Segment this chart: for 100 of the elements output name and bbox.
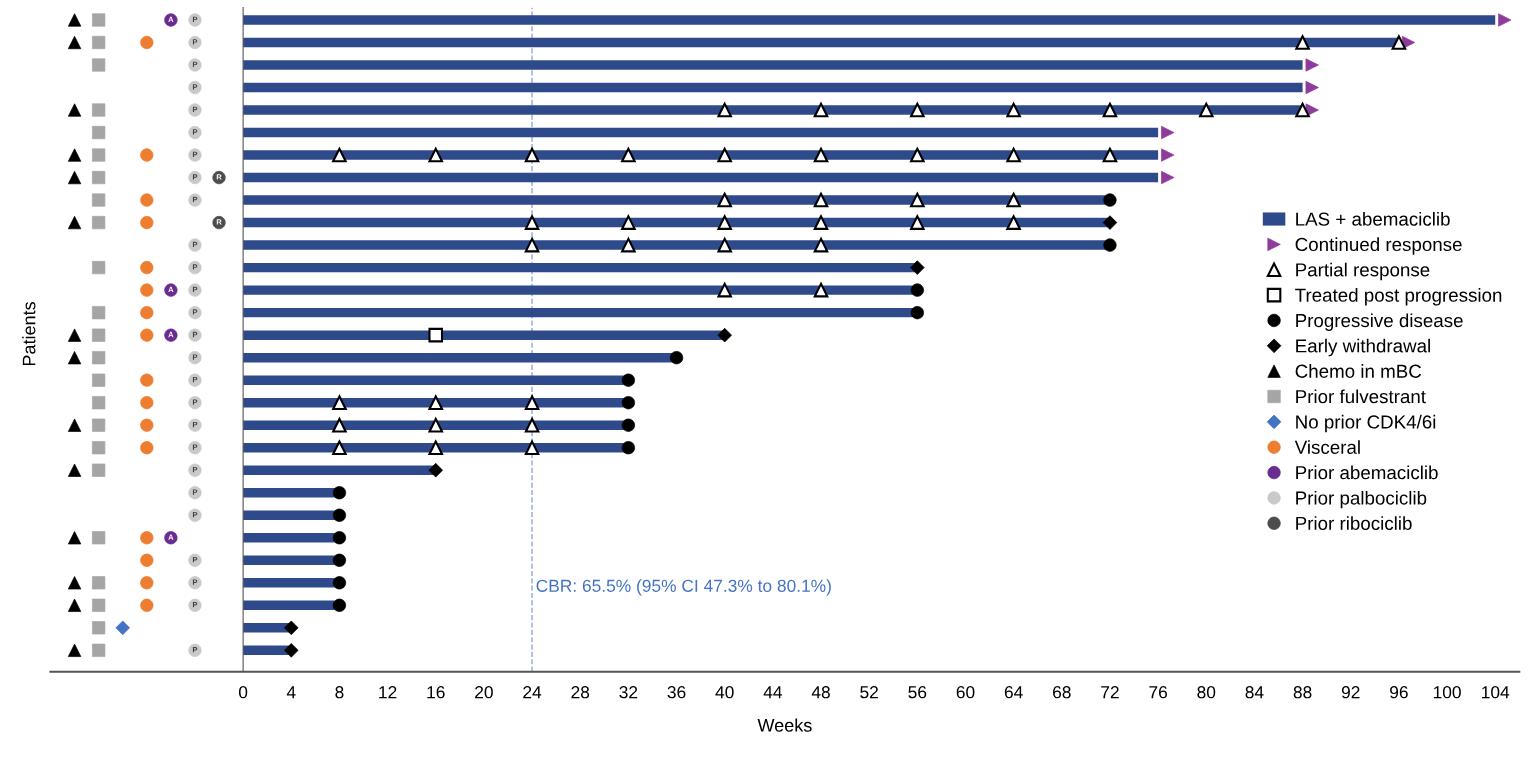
point <box>813 215 829 230</box>
legend-label: Chemo in mBC <box>1295 364 1422 378</box>
point <box>332 440 347 455</box>
point <box>1006 147 1021 163</box>
point <box>67 643 82 657</box>
point <box>524 147 540 163</box>
x-tick-label: 104 <box>1482 686 1510 699</box>
point <box>717 237 732 253</box>
legend-label: Continued response <box>1295 237 1462 255</box>
x-tick-label: 60 <box>956 686 975 699</box>
point <box>717 282 732 298</box>
point <box>717 147 732 163</box>
point <box>92 396 106 410</box>
point <box>92 621 106 635</box>
point <box>428 440 444 455</box>
x-tick-label: 92 <box>1341 686 1360 699</box>
x-tick-label: 16 <box>427 686 445 699</box>
legend-label: Prior abemaciclib <box>1296 465 1438 480</box>
point <box>1102 102 1118 118</box>
point <box>1295 35 1310 50</box>
x-tick-label: 36 <box>667 686 686 699</box>
x-tick-label: 48 <box>811 686 830 699</box>
bar <box>243 105 1303 115</box>
x-tick-label: 84 <box>1245 686 1264 699</box>
point <box>428 147 444 163</box>
x-tick-label: 64 <box>1004 686 1023 699</box>
x-tick-label: 52 <box>860 686 878 699</box>
point <box>92 148 106 162</box>
bar <box>243 623 292 633</box>
legend-label: Prior palbociclib <box>1296 490 1427 509</box>
x-tick-label: 4 <box>286 686 296 699</box>
point <box>428 417 444 433</box>
point <box>92 598 106 612</box>
point <box>524 237 540 253</box>
point <box>1161 125 1175 140</box>
point <box>332 417 347 433</box>
point <box>524 215 540 230</box>
point <box>1006 102 1021 118</box>
bar <box>243 465 436 475</box>
point <box>910 192 925 208</box>
point <box>1295 102 1310 118</box>
x-tick-label: 20 <box>475 686 493 699</box>
legend-label: Early withdrawal <box>1296 338 1430 357</box>
x-tick-label: 88 <box>1293 686 1312 699</box>
point <box>621 237 636 253</box>
annotation: CBR: 65.5% (95% CI 47.3% to 80.1%) <box>536 579 831 596</box>
legend-label: Progressive disease <box>1296 313 1463 331</box>
point <box>92 215 106 230</box>
point <box>717 102 732 118</box>
point <box>910 102 925 118</box>
legend-label: Visceral <box>1294 440 1360 454</box>
x-tick-label: 96 <box>1390 686 1408 699</box>
point <box>428 395 444 410</box>
y-axis-title: Patients <box>22 301 36 366</box>
point <box>92 463 106 477</box>
point <box>92 531 106 545</box>
point <box>813 237 829 253</box>
legend-label: Prior ribociclib <box>1296 516 1412 531</box>
x-tick-label: 0 <box>238 686 248 699</box>
point <box>621 147 636 163</box>
point <box>1198 102 1214 118</box>
bar <box>243 127 1159 138</box>
x-tick-label: 12 <box>379 686 397 699</box>
point <box>813 147 829 163</box>
x-tick-label: 72 <box>1101 686 1119 699</box>
bar <box>243 150 1159 160</box>
point <box>92 328 106 342</box>
x-tick-label: 8 <box>335 686 344 699</box>
point <box>524 395 540 410</box>
point <box>1006 192 1021 208</box>
x-tick-label: 32 <box>619 686 638 699</box>
point <box>910 215 925 230</box>
x-tick-label: 68 <box>1053 686 1071 699</box>
bar <box>243 15 1496 25</box>
point <box>1102 147 1118 163</box>
point <box>92 13 106 27</box>
point <box>621 215 636 230</box>
x-tick-label: 24 <box>523 686 542 699</box>
point <box>92 261 106 275</box>
bar <box>243 82 1303 93</box>
point <box>92 170 106 185</box>
point <box>524 440 540 455</box>
bar <box>243 60 1303 70</box>
x-tick-label: 80 <box>1197 686 1216 699</box>
bar <box>243 172 1159 183</box>
legend-label: Prior fulvestrant <box>1296 389 1426 404</box>
legend-label: Treated post progression <box>1295 288 1502 306</box>
bar <box>243 37 1399 48</box>
x-tick-label: 28 <box>571 686 590 699</box>
point <box>92 418 106 432</box>
point <box>717 215 732 230</box>
point <box>67 35 82 50</box>
point <box>332 395 347 410</box>
point <box>428 327 444 343</box>
point <box>332 147 347 163</box>
legend-label: Partial response <box>1296 262 1430 281</box>
x-axis-title: Weeks <box>757 718 812 732</box>
x-tick-label: 56 <box>908 686 927 699</box>
point <box>92 193 106 207</box>
legend-label: No prior CDK4/6i <box>1296 414 1436 433</box>
